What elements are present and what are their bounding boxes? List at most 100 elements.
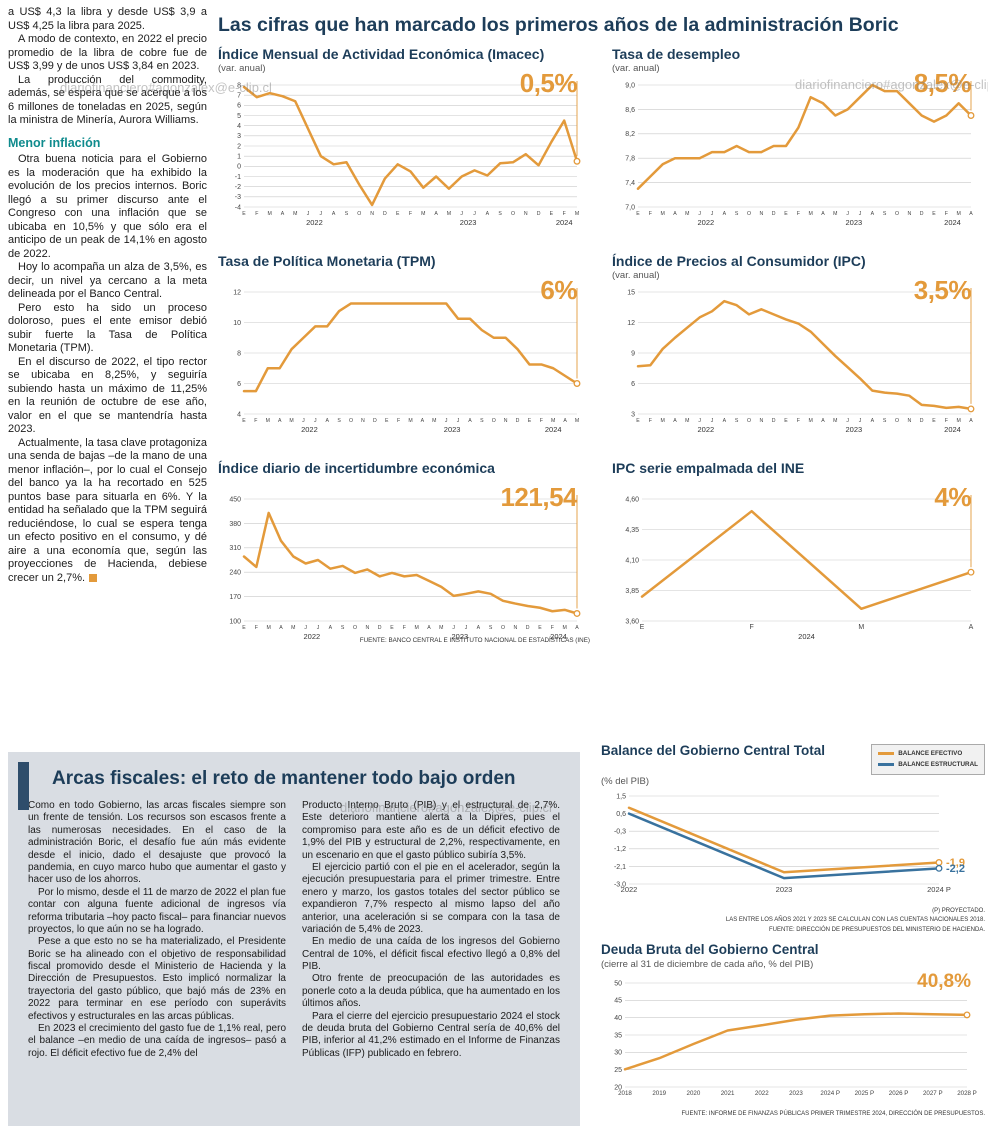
svg-text:-3: -3 bbox=[235, 194, 241, 201]
svg-text:N: N bbox=[524, 211, 528, 217]
svg-text:J: J bbox=[859, 418, 862, 424]
svg-text:2023: 2023 bbox=[451, 632, 468, 641]
svg-text:E: E bbox=[242, 625, 246, 631]
fiscal-paragraph: En 2023 el crecimiento del gasto fue de … bbox=[28, 1023, 286, 1059]
svg-text:3,85: 3,85 bbox=[625, 588, 639, 595]
svg-text:S: S bbox=[489, 625, 493, 631]
svg-text:F: F bbox=[750, 624, 754, 631]
svg-text:-2,1: -2,1 bbox=[614, 863, 626, 870]
svg-text:8,6: 8,6 bbox=[625, 107, 635, 114]
fiscal-paragraph: Producto Interno Bruto (PIB) y el estruc… bbox=[302, 800, 560, 861]
svg-text:-1: -1 bbox=[235, 174, 241, 181]
blue-line-swatch bbox=[878, 763, 895, 767]
article-paragraph: Otra buena noticia para el Gobierno es l… bbox=[8, 153, 207, 260]
svg-text:E: E bbox=[396, 211, 400, 217]
svg-text:F: F bbox=[403, 625, 406, 631]
svg-text:6: 6 bbox=[631, 381, 635, 388]
svg-text:M: M bbox=[957, 211, 961, 217]
svg-text:O: O bbox=[357, 211, 361, 217]
svg-text:6: 6 bbox=[237, 103, 241, 110]
svg-text:A: A bbox=[821, 211, 825, 217]
ipc-callout: 3,5% bbox=[913, 275, 972, 305]
deuda-source-note: FUENTE: INFORME DE FINANZAS PÚBLICAS PRI… bbox=[681, 1111, 986, 1118]
svg-text:O: O bbox=[501, 625, 505, 631]
svg-text:2022: 2022 bbox=[301, 425, 318, 434]
svg-text:J: J bbox=[320, 211, 323, 217]
svg-text:-3,0: -3,0 bbox=[614, 881, 626, 888]
page-title: Las cifras que han marcado los primeros … bbox=[218, 14, 899, 36]
svg-text:A: A bbox=[468, 418, 472, 424]
svg-text:A: A bbox=[871, 418, 875, 424]
svg-text:S: S bbox=[480, 418, 484, 424]
svg-text:E: E bbox=[636, 418, 640, 424]
svg-text:2022: 2022 bbox=[755, 1090, 769, 1097]
chart-title: IPC serie empalmada del INE bbox=[612, 460, 805, 476]
svg-text:5: 5 bbox=[237, 113, 241, 120]
svg-text:M: M bbox=[858, 624, 864, 631]
chart-subtitle bbox=[612, 477, 984, 490]
svg-text:4: 4 bbox=[237, 123, 241, 130]
svg-text:F: F bbox=[649, 418, 652, 424]
svg-text:N: N bbox=[907, 418, 911, 424]
svg-text:M: M bbox=[551, 418, 555, 424]
svg-text:A: A bbox=[434, 211, 438, 217]
balance-source-notes: (P) PROYECTADO. LAS ENTRE LOS AÑOS 2021 … bbox=[601, 907, 985, 936]
end-of-article-marker bbox=[89, 574, 98, 582]
svg-text:100: 100 bbox=[229, 618, 241, 625]
left-article-column: a US$ 4,3 la libra y desde US$ 3,9 a US$… bbox=[8, 6, 207, 586]
svg-text:2023: 2023 bbox=[460, 218, 477, 227]
svg-text:M: M bbox=[432, 418, 436, 424]
svg-text:J: J bbox=[460, 211, 463, 217]
svg-text:2024: 2024 bbox=[944, 218, 961, 227]
svg-text:O: O bbox=[511, 211, 515, 217]
svg-text:J: J bbox=[846, 418, 849, 424]
svg-text:M: M bbox=[833, 211, 837, 217]
svg-text:310: 310 bbox=[229, 545, 241, 552]
svg-text:30: 30 bbox=[614, 1050, 622, 1057]
section-accent-bar bbox=[18, 762, 29, 810]
svg-text:N: N bbox=[759, 211, 763, 217]
legend-label: BALANCE ESTRUCTURAL bbox=[898, 761, 978, 769]
svg-text:-1,9: -1,9 bbox=[946, 857, 965, 869]
svg-text:M: M bbox=[421, 211, 425, 217]
svg-text:M: M bbox=[291, 625, 295, 631]
svg-text:A: A bbox=[279, 625, 283, 631]
svg-text:380: 380 bbox=[229, 521, 241, 528]
svg-text:J: J bbox=[711, 211, 714, 217]
svg-text:J: J bbox=[698, 211, 701, 217]
svg-text:-2,2: -2,2 bbox=[946, 863, 965, 875]
svg-text:F: F bbox=[797, 211, 800, 217]
svg-text:M: M bbox=[415, 625, 419, 631]
svg-text:M: M bbox=[266, 418, 270, 424]
svg-text:8: 8 bbox=[237, 82, 241, 89]
chart-card-ipc: Índice de Precios al Consumidor (IPC) (v… bbox=[612, 253, 984, 446]
svg-text:F: F bbox=[409, 211, 412, 217]
svg-text:3,60: 3,60 bbox=[625, 618, 639, 625]
svg-text:O: O bbox=[492, 418, 496, 424]
article-subhead: Menor inflación bbox=[8, 135, 101, 150]
fiscal-paragraph: El ejercicio partió con el pie en el ace… bbox=[302, 861, 560, 935]
svg-text:2028 P: 2028 P bbox=[957, 1090, 977, 1097]
desempleo-callout: 8,5% bbox=[913, 68, 972, 98]
svg-text:F: F bbox=[540, 418, 543, 424]
fiscal-section: Arcas fiscales: el reto de mantener todo… bbox=[8, 752, 580, 1126]
svg-text:M: M bbox=[575, 418, 579, 424]
svg-text:M: M bbox=[809, 418, 813, 424]
svg-text:4,60: 4,60 bbox=[625, 496, 639, 503]
svg-text:E: E bbox=[932, 211, 936, 217]
svg-text:20: 20 bbox=[614, 1085, 622, 1092]
svg-text:E: E bbox=[640, 624, 645, 631]
article-paragraph: a US$ 4,3 la libra y desde US$ 3,9 a US$… bbox=[8, 6, 207, 32]
top-charts-source-note: FUENTE: BANCO CENTRAL E INSTITUTO NACION… bbox=[359, 637, 590, 644]
svg-text:M: M bbox=[289, 418, 293, 424]
svg-text:-4: -4 bbox=[235, 204, 241, 211]
svg-text:A: A bbox=[723, 418, 727, 424]
svg-text:J: J bbox=[711, 418, 714, 424]
svg-text:J: J bbox=[317, 625, 320, 631]
chart-title: Tasa de desempleo bbox=[612, 46, 741, 62]
svg-text:D: D bbox=[373, 418, 377, 424]
bottom-right-charts: Balance del Gobierno Central Total BALAN… bbox=[601, 743, 986, 1120]
fiscal-paragraph: Pese a que esto no se ha materializado, … bbox=[28, 936, 286, 1022]
